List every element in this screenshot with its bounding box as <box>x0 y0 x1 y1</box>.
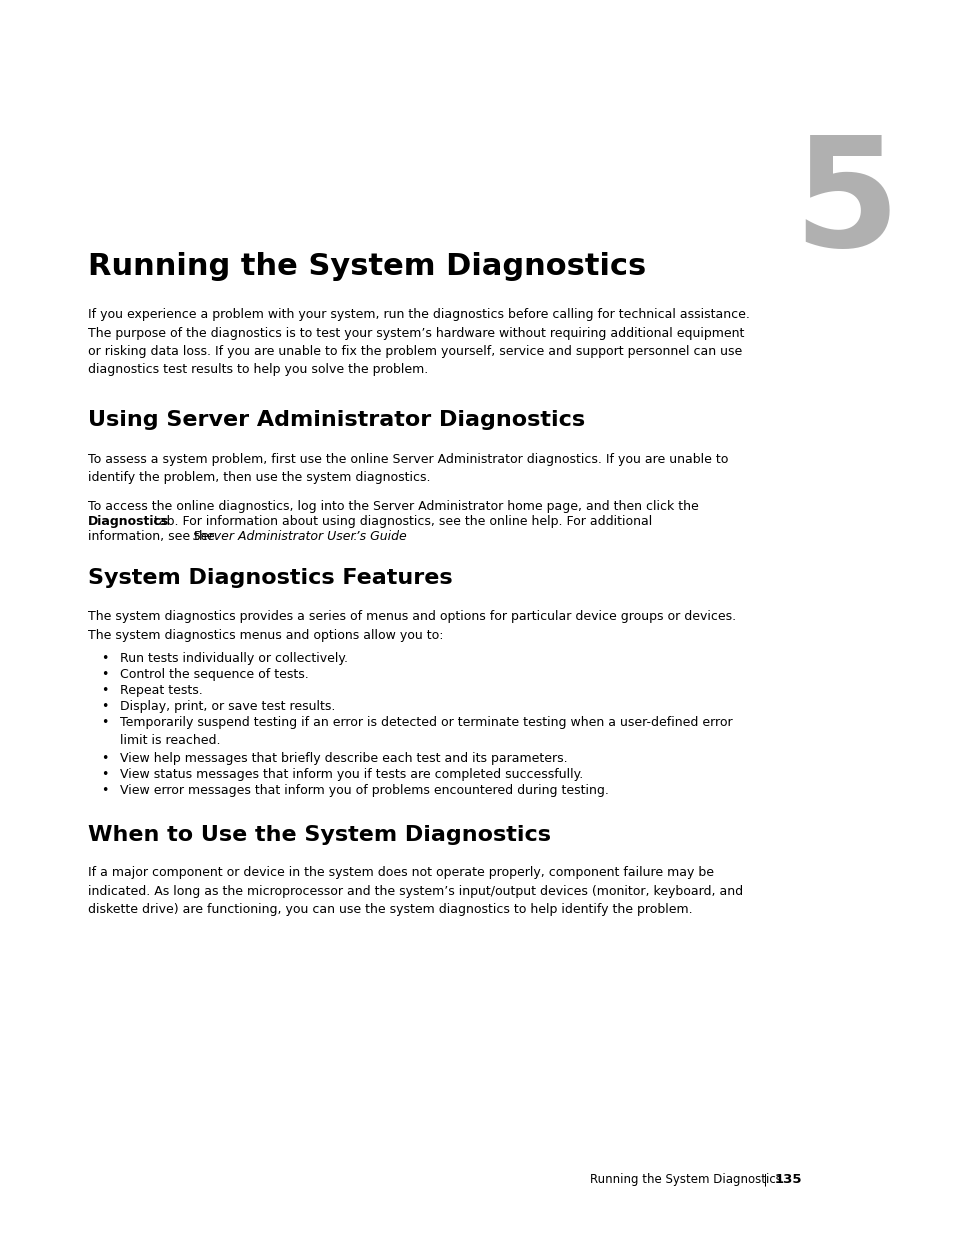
Text: 5: 5 <box>793 130 899 279</box>
Text: •: • <box>101 784 109 797</box>
Text: •: • <box>101 716 109 729</box>
Text: Server Administrator User’s Guide: Server Administrator User’s Guide <box>193 530 406 543</box>
Text: •: • <box>101 700 109 713</box>
Text: •: • <box>101 752 109 764</box>
Text: •: • <box>101 652 109 664</box>
Text: View help messages that briefly describe each test and its parameters.: View help messages that briefly describe… <box>120 752 567 764</box>
Text: If a major component or device in the system does not operate properly, componen: If a major component or device in the sy… <box>88 866 742 916</box>
Text: 135: 135 <box>774 1173 801 1186</box>
Text: Display, print, or save test results.: Display, print, or save test results. <box>120 700 335 713</box>
Text: Control the sequence of tests.: Control the sequence of tests. <box>120 668 309 680</box>
Text: To assess a system problem, first use the online Server Administrator diagnostic: To assess a system problem, first use th… <box>88 453 727 484</box>
Text: •: • <box>101 668 109 680</box>
Text: •: • <box>101 684 109 697</box>
Text: The system diagnostics provides a series of menus and options for particular dev: The system diagnostics provides a series… <box>88 610 736 641</box>
Text: Repeat tests.: Repeat tests. <box>120 684 203 697</box>
Text: Using Server Administrator Diagnostics: Using Server Administrator Diagnostics <box>88 410 584 430</box>
Text: To access the online diagnostics, log into the Server Administrator home page, a: To access the online diagnostics, log in… <box>88 500 698 513</box>
Text: When to Use the System Diagnostics: When to Use the System Diagnostics <box>88 825 551 845</box>
Text: Temporarily suspend testing if an error is detected or terminate testing when a : Temporarily suspend testing if an error … <box>120 716 732 747</box>
Text: •: • <box>101 768 109 781</box>
Text: System Diagnostics Features: System Diagnostics Features <box>88 568 452 588</box>
Text: Diagnostics: Diagnostics <box>88 515 169 529</box>
Text: If you experience a problem with your system, run the diagnostics before calling: If you experience a problem with your sy… <box>88 308 749 377</box>
Text: View status messages that inform you if tests are completed successfully.: View status messages that inform you if … <box>120 768 582 781</box>
Text: View error messages that inform you of problems encountered during testing.: View error messages that inform you of p… <box>120 784 608 797</box>
Text: Running the System Diagnostics: Running the System Diagnostics <box>589 1173 781 1186</box>
Text: Running the System Diagnostics: Running the System Diagnostics <box>88 252 645 282</box>
Text: information, see the: information, see the <box>88 530 218 543</box>
Text: tab. For information about using diagnostics, see the online help. For additiona: tab. For information about using diagnos… <box>150 515 652 529</box>
Text: |: | <box>755 1173 767 1186</box>
Text: Run tests individually or collectively.: Run tests individually or collectively. <box>120 652 348 664</box>
Text: .: . <box>353 530 356 543</box>
